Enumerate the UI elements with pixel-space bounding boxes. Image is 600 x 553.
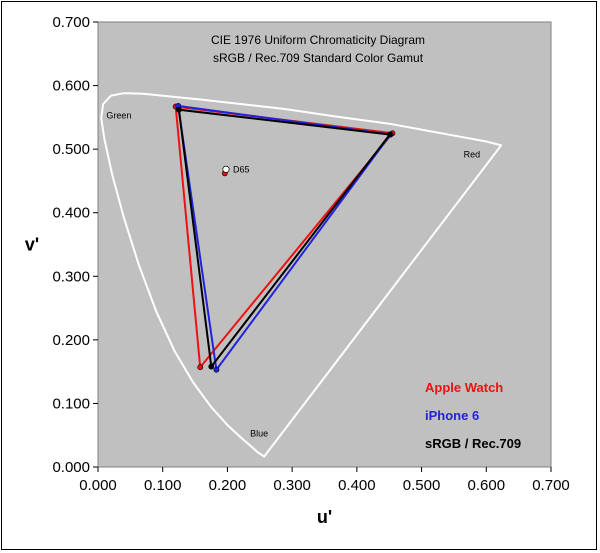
chart-title: CIE 1976 Uniform Chromaticity Diagram: [211, 33, 425, 47]
d65-marker: [222, 165, 230, 173]
gamut-triangle-1: [177, 104, 393, 373]
gamut-vertex-2-0: [386, 131, 393, 138]
legend-entry-0: Apple Watch: [425, 380, 503, 395]
x-tick-label: 0.500: [403, 477, 441, 494]
y-tick-label: 0.200: [52, 332, 90, 349]
spectral-locus: [100, 92, 503, 458]
region-labels-layer: Green Red Blue: [106, 111, 480, 439]
y-tick-label: 0.300: [52, 268, 90, 285]
x-tick-label: 0.700: [532, 477, 570, 494]
y-axis-label: v': [25, 235, 39, 255]
x-axis-label: u': [317, 507, 332, 527]
chart-subtitle: sRGB / Rec.709 Standard Color Gamut: [213, 51, 424, 65]
gamut-triangle-2: [177, 108, 392, 370]
gamut-vertex-2-1: [175, 106, 182, 113]
axis-ticks-layer: 0.000 0.100 0.200 0.300 0.400 0.500 0.600 0.700…: [52, 14, 569, 494]
gamut-vertex-0-2: [197, 364, 204, 371]
y-tick-label: 0.000: [52, 459, 90, 476]
x-tick-label: 0.300: [273, 477, 311, 494]
region-label-green: Green: [106, 111, 131, 121]
spectral-locus-layer: [100, 92, 503, 458]
x-tick-label: 0.000: [79, 477, 117, 494]
x-tick-label: 0.200: [209, 477, 247, 494]
y-tick-label: 0.100: [52, 395, 90, 412]
x-tick-label: 0.600: [468, 477, 506, 494]
d65-label: D65: [233, 164, 250, 174]
plot-area: [97, 21, 552, 468]
region-label-red: Red: [464, 149, 481, 159]
y-tick-label: 0.700: [52, 14, 90, 31]
region-label-blue: Blue: [250, 428, 268, 438]
legend-entry-1: iPhone 6: [425, 408, 479, 423]
y-tick-label: 0.400: [52, 205, 90, 222]
series-layer: [172, 103, 396, 373]
y-tick-label: 0.500: [52, 141, 90, 158]
x-tick-label: 0.400: [338, 477, 376, 494]
legend: Apple Watch iPhone 6 sRGB / Rec.709: [425, 380, 521, 451]
legend-entry-2: sRGB / Rec.709: [425, 436, 521, 451]
y-tick-label: 0.600: [52, 78, 90, 95]
gamut-vertex-2-2: [208, 363, 215, 370]
gamut-vertex-1-2: [213, 366, 220, 373]
x-tick-label: 0.100: [144, 477, 182, 494]
white-point-layer: D65: [221, 164, 250, 177]
